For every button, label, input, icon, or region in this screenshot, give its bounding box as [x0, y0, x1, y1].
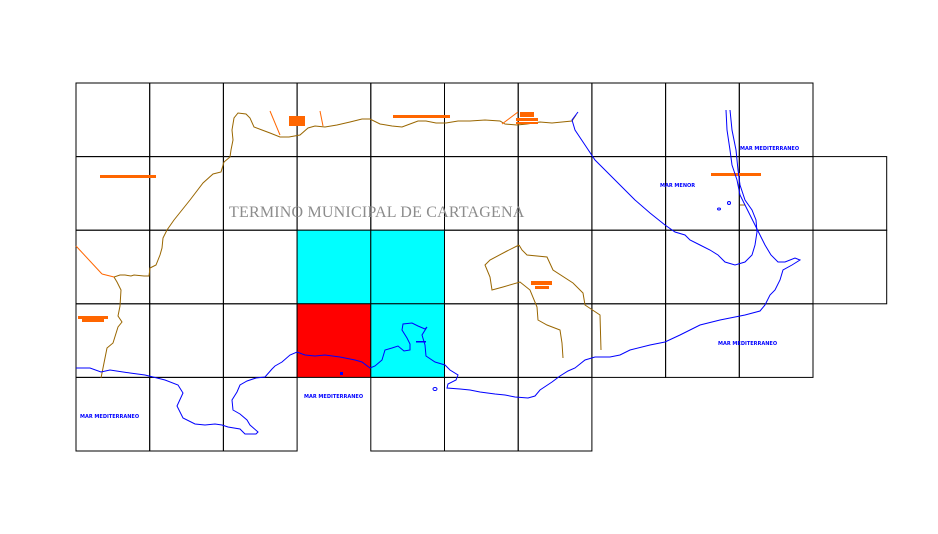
- map-sheet-cyan[interactable]: [370, 303, 445, 378]
- map-sheet[interactable]: [444, 229, 519, 305]
- map-sheet[interactable]: [222, 82, 298, 158]
- sea-label: MAR MEDITERRANEO: [80, 414, 139, 420]
- map-sheet[interactable]: [738, 303, 814, 378]
- sea-label: MAR MEDITERRANEO: [718, 341, 777, 347]
- map-sheet[interactable]: [738, 229, 814, 305]
- sea-label: MAR MEDITERRANEO: [740, 146, 799, 152]
- islands: [340, 201, 731, 391]
- map-sheet[interactable]: [149, 303, 224, 378]
- map-sheet[interactable]: [149, 82, 224, 158]
- sea-label: MAR MEDITERRANEO: [304, 394, 363, 400]
- map-sheet[interactable]: [149, 229, 224, 305]
- map-sheet[interactable]: [517, 229, 593, 305]
- sheet-grid: [75, 82, 888, 452]
- inner-boundary: [484, 244, 564, 359]
- map-sheet[interactable]: [222, 303, 298, 378]
- map-sheet[interactable]: [591, 82, 667, 158]
- map-sheet[interactable]: [149, 156, 224, 231]
- map-sheet-red[interactable]: [296, 303, 372, 378]
- map-sheet[interactable]: [75, 82, 151, 158]
- lagoon-label: MAR MENOR: [660, 183, 695, 189]
- map-sheet[interactable]: [517, 376, 593, 452]
- road-marks: [75, 110, 761, 322]
- map-sheet[interactable]: [370, 82, 445, 158]
- map-sheet-cyan[interactable]: [296, 229, 372, 305]
- map-sheet[interactable]: [75, 229, 151, 305]
- map-sheet[interactable]: [665, 156, 740, 231]
- map-sheet[interactable]: [75, 303, 151, 378]
- map-sheet-cyan[interactable]: [370, 229, 445, 305]
- map-sheet[interactable]: [222, 376, 298, 452]
- map-sheet[interactable]: [444, 303, 519, 378]
- map-sheet[interactable]: [665, 82, 740, 158]
- municipal-boundary: [100, 112, 577, 379]
- map-sheet[interactable]: [222, 229, 298, 305]
- map-sheet[interactable]: [517, 156, 593, 231]
- map-sheet[interactable]: [812, 229, 888, 305]
- map-sheet[interactable]: [591, 303, 667, 378]
- map-sheet[interactable]: [517, 303, 593, 378]
- map-title: TERMINO MUNICIPAL DE CARTAGENA: [229, 204, 525, 221]
- coastline: [76, 109, 802, 435]
- map-sheet[interactable]: [812, 156, 888, 231]
- map-sheet[interactable]: [149, 376, 224, 452]
- map-sheet[interactable]: [75, 156, 151, 231]
- inner-boundary: [518, 244, 602, 351]
- map-sheet[interactable]: [665, 229, 740, 305]
- map-sheet[interactable]: [591, 229, 667, 305]
- mar-menor-shore: [571, 109, 758, 266]
- map-sheet[interactable]: [738, 156, 814, 231]
